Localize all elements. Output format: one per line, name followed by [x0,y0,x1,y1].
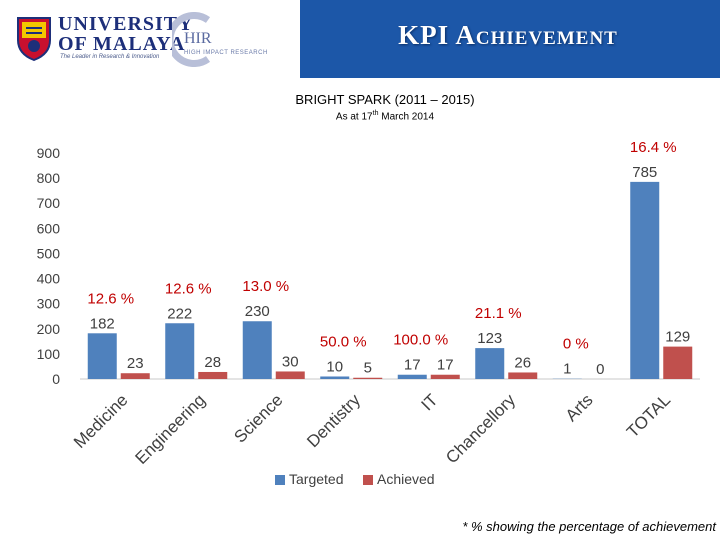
bar-achieved [198,371,228,379]
y-tick-label: 900 [37,145,61,161]
legend-label: Achieved [377,471,435,487]
data-label-targeted: 10 [326,358,343,375]
percent-label: 13.0 % [242,278,289,295]
bar-achieved [663,346,693,379]
y-tick-label: 200 [37,321,61,337]
header-bar: UNIVERSITY OF MALAYA The Leader in Resea… [0,0,720,78]
category-label: Science [230,390,286,446]
bar-targeted [475,348,505,379]
university-tagline: The Leader in Research & Innovation [60,54,160,60]
y-tick-label: 500 [37,245,61,261]
data-label-targeted: 123 [477,330,502,347]
data-label-achieved: 26 [514,354,531,371]
data-label-achieved: 30 [282,353,299,370]
y-tick-label: 400 [37,271,61,287]
y-tick-label: 300 [37,296,61,312]
category-label: Dentistry [303,390,364,451]
university-crest-icon [17,17,51,62]
legend-label: Targeted [289,471,343,487]
data-label-targeted: 1 [563,361,571,378]
data-label-achieved: 5 [364,360,372,377]
bar-targeted [87,333,117,379]
category-label: Engineering [131,390,209,468]
data-label-targeted: 17 [404,357,421,374]
data-label-achieved: 17 [437,357,454,374]
data-label-targeted: 182 [90,315,115,332]
percent-label: 21.1 % [475,305,522,322]
y-tick-label: 100 [37,346,61,362]
category-label: TOTAL [623,390,674,441]
y-tick-label: 600 [37,220,61,236]
category-label: Medicine [70,390,132,452]
y-tick-label: 0 [52,371,60,387]
university-name: UNIVERSITY OF MALAYA [58,13,194,55]
category-label: IT [417,390,441,414]
hir-subtitle: HIGH IMPACT RESEARCH [184,50,268,56]
bar-achieved [353,377,383,379]
bar-targeted [320,376,350,379]
y-tick-label: 700 [37,195,61,211]
hir-label: HIR [184,30,212,47]
bar-achieved [120,373,150,379]
bar-targeted [165,323,195,379]
chart-title: BRIGHT SPARK (2011 – 2015) [295,92,475,107]
legend-swatch [275,475,285,485]
data-label-targeted: 230 [245,303,270,320]
data-label-achieved: 0 [596,361,604,378]
data-label-achieved: 28 [204,354,221,371]
footnote: * % showing the percentage of achievemen… [462,519,716,534]
legend-swatch [363,475,373,485]
hir-logo-icon [172,12,211,67]
data-label-achieved: 129 [665,329,690,346]
category-label: Arts [562,390,597,425]
logo-panel: UNIVERSITY OF MALAYA The Leader in Resea… [0,0,300,78]
page-title: KPI Achievement [398,20,618,50]
chart-subtitle: As at 17th March 2014 [335,110,435,123]
bar-achieved [275,371,305,379]
bar-targeted [397,374,427,379]
bar-achieved [430,374,460,379]
percent-label: 16.4 % [630,139,677,156]
percent-label: 100.0 % [393,332,448,349]
data-label-targeted: 785 [632,164,657,181]
percent-label: 12.6 % [165,280,212,297]
category-label: Chancellory [442,390,519,467]
percent-label: 12.6 % [87,290,134,307]
y-tick-label: 800 [37,170,61,186]
bar-targeted [242,321,272,379]
bar-targeted [630,181,660,379]
percent-label: 0 % [563,336,589,353]
data-label-targeted: 222 [167,305,192,322]
percent-label: 50.0 % [320,333,367,350]
bar-achieved [508,372,538,379]
data-label-achieved: 23 [127,355,144,372]
